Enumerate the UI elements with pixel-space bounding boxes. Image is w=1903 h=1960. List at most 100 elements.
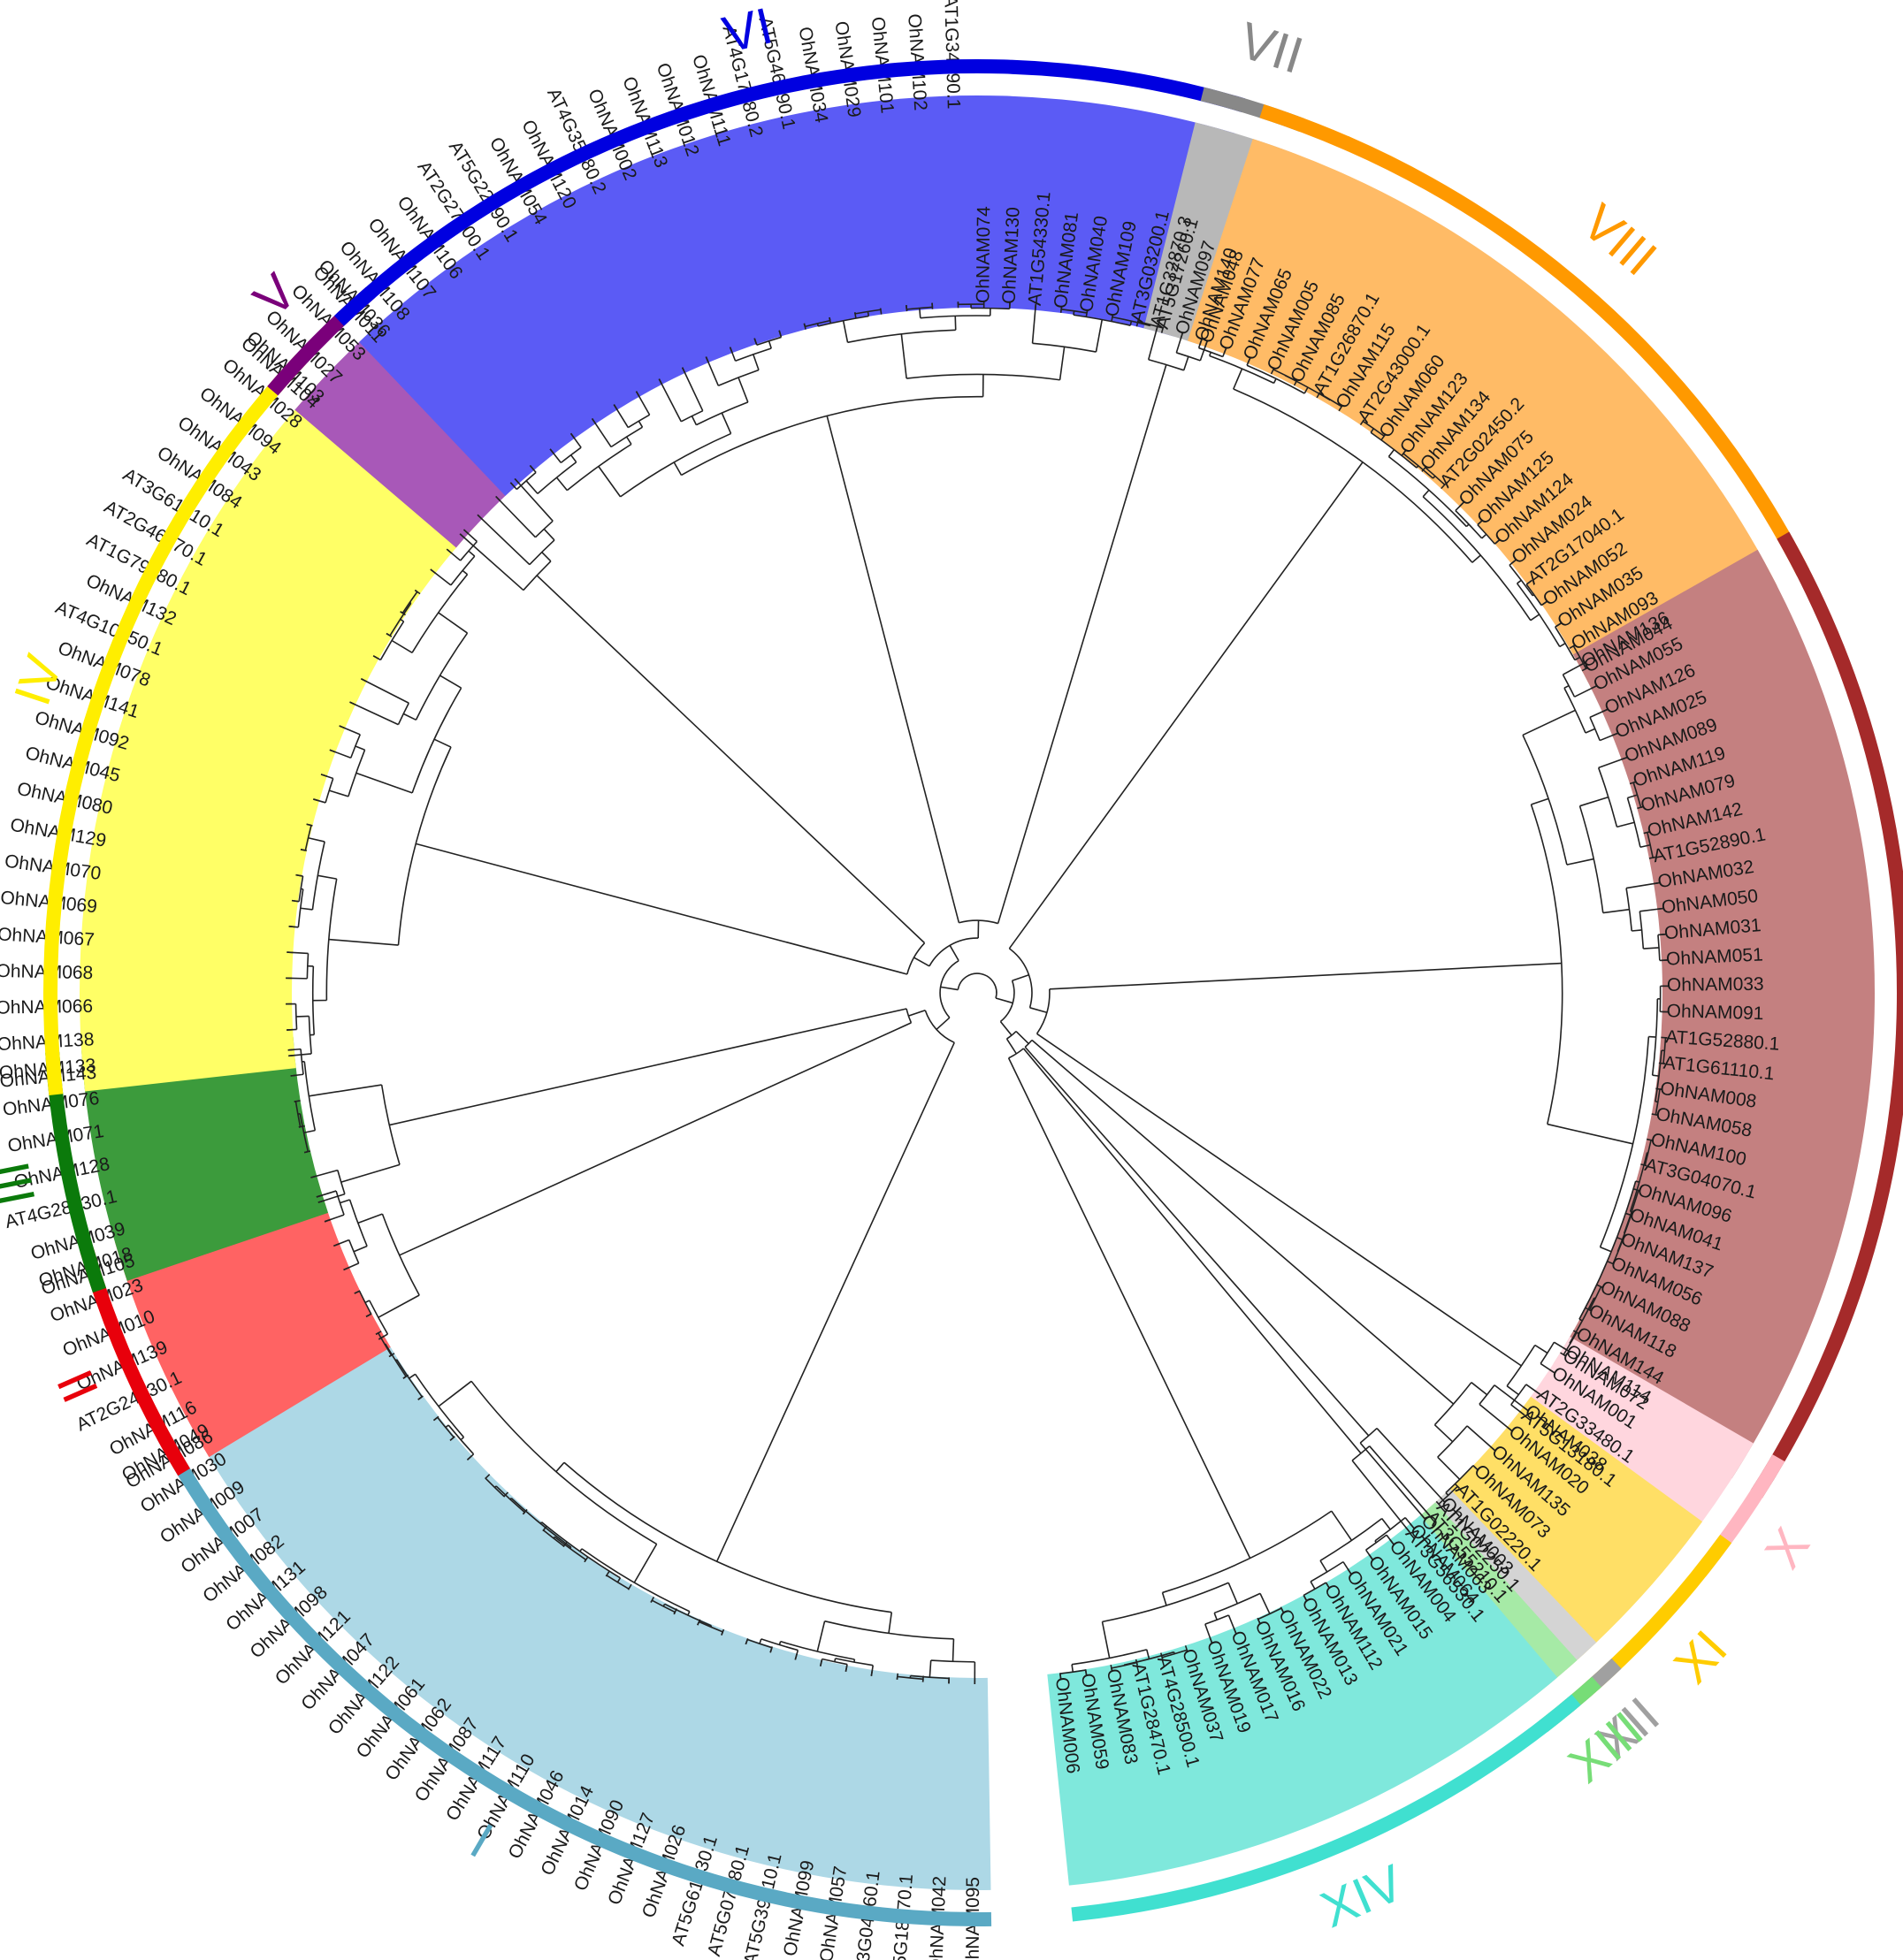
- clade-band: [81, 1036, 329, 1281]
- tree-branch: [598, 466, 622, 498]
- tree-branch: [1029, 1007, 1048, 1014]
- tree-branch: [952, 1638, 955, 1662]
- tree-branch: [324, 1214, 345, 1223]
- tree-branch: [1525, 583, 1542, 606]
- tree-branch: [949, 944, 959, 962]
- tree-branch: [1627, 794, 1638, 799]
- tree-branch: [1525, 579, 1532, 585]
- clade-rings: [42, 59, 1903, 1927]
- tree-branch: [1222, 347, 1227, 357]
- tree-branch: [449, 1437, 455, 1441]
- tree-branch: [1438, 1503, 1441, 1507]
- tree-branch: [1351, 1445, 1371, 1461]
- tree-branch: [1404, 1517, 1415, 1529]
- tree-branch: [845, 1664, 848, 1672]
- tree-branch: [584, 1559, 587, 1563]
- tree-branch: [673, 461, 683, 476]
- tree-branch: [1331, 1510, 1353, 1541]
- tree-branch: [529, 464, 537, 473]
- tree-branch: [1574, 656, 1580, 661]
- tree-branch: [1433, 1424, 1454, 1443]
- tree-branch: [349, 701, 399, 726]
- tree-branch: [566, 443, 632, 492]
- tree-branch: [358, 1290, 372, 1315]
- clade-band: [79, 378, 478, 1092]
- tree-branch: [339, 725, 361, 736]
- tree-branch: [1031, 1039, 1455, 1405]
- tree-branch: [1531, 797, 1549, 805]
- leaf-label: OhNAM130: [999, 207, 1024, 305]
- clade-numeral: X: [1754, 1518, 1820, 1579]
- tree-branch: [433, 738, 452, 748]
- tree-branch: [1071, 1664, 1074, 1673]
- tree-branch: [430, 568, 452, 586]
- tree-branch: [1479, 1403, 1513, 1432]
- tree-branch: [287, 951, 309, 955]
- tree-branch: [1481, 533, 1487, 539]
- tree-branch: [288, 1053, 312, 1057]
- tree-branch: [300, 907, 313, 911]
- tree-branch: [1494, 1384, 1529, 1412]
- tree-branch: [1510, 1404, 1525, 1416]
- clade-ring: [42, 354, 307, 1095]
- tree-branch: [389, 602, 412, 637]
- tree-branch: [957, 972, 997, 999]
- tree-branch: [1632, 782, 1642, 808]
- tree-branch: [818, 315, 869, 327]
- tree-branch: [1303, 1595, 1308, 1601]
- tree-branch: [1061, 309, 1088, 314]
- tree-branch: [1204, 1623, 1213, 1644]
- tree-branch: [360, 678, 409, 704]
- tree-branch: [1563, 687, 1586, 734]
- tree-branch: [1387, 449, 1395, 458]
- tree-branch: [1036, 988, 1051, 1034]
- tree-branch: [673, 1612, 676, 1615]
- tree-branch: [1161, 1592, 1167, 1606]
- tree-branch: [1284, 374, 1331, 401]
- tree-branch: [658, 378, 682, 423]
- tree-branch: [1369, 1445, 1431, 1516]
- tree-branch: [1555, 626, 1576, 660]
- tree-branch: [1574, 685, 1598, 698]
- tree-branch: [1569, 1297, 1595, 1344]
- tree-branch: [705, 356, 720, 386]
- tree-branch: [1657, 934, 1661, 961]
- clade-ring: [333, 59, 1246, 326]
- tree-branch: [459, 533, 524, 591]
- tree-branch: [1534, 1344, 1548, 1354]
- clade-ring: [157, 1431, 992, 1927]
- tree-branch: [920, 315, 990, 319]
- tree-branch: [1325, 1582, 1330, 1589]
- tree-branch: [303, 1061, 317, 1131]
- tree-branch: [1198, 347, 1224, 358]
- tree-branch: [1036, 1033, 1522, 1367]
- tree-branch: [1364, 1549, 1374, 1560]
- tree-branch: [555, 1461, 565, 1473]
- tree-branch: [1173, 1651, 1176, 1654]
- tree-branch: [1437, 1456, 1461, 1480]
- tree-branch: [746, 1638, 773, 1649]
- tree-branch: [1425, 467, 1446, 485]
- tree-branch: [900, 333, 907, 379]
- tree-branch: [687, 1611, 691, 1616]
- tree-branch: [1197, 339, 1203, 348]
- tree-branch: [309, 1084, 382, 1097]
- tree-branch: [1227, 1582, 1239, 1605]
- tree-branch: [805, 319, 830, 328]
- tree-branch: [1342, 1561, 1352, 1575]
- tree-branch: [1559, 643, 1566, 648]
- tree-branch: [1386, 1534, 1395, 1545]
- tree-branch: [638, 420, 644, 428]
- tree-branch: [1280, 1607, 1285, 1613]
- tree-branch: [1540, 1341, 1555, 1364]
- tree-branch: [1522, 735, 1568, 866]
- tree-branch: [1589, 1309, 1592, 1312]
- tree-branch: [1059, 1669, 1086, 1674]
- tree-branch: [778, 330, 783, 338]
- tree-branch: [1376, 1427, 1446, 1503]
- tree-branch: [402, 1376, 407, 1379]
- tree-branch: [287, 1048, 302, 1051]
- tree-branch: [343, 1262, 359, 1271]
- clade-ring: [1580, 1534, 1732, 1698]
- tree-branch: [357, 1213, 383, 1224]
